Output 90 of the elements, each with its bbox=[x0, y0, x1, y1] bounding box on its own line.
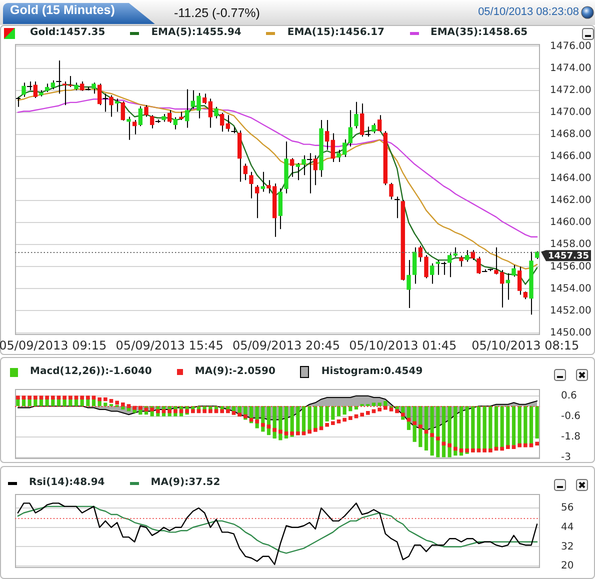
candlestick bbox=[348, 110, 353, 148]
candlestick bbox=[173, 116, 178, 130]
candlestick bbox=[202, 93, 207, 105]
y-tick-label: 1450.00 bbox=[550, 327, 592, 338]
y-tick-label: 1474.00 bbox=[550, 62, 592, 74]
y-tick-label: 1468.00 bbox=[550, 128, 592, 140]
candlestick bbox=[354, 101, 358, 129]
candlestick bbox=[167, 110, 172, 124]
candlestick bbox=[406, 260, 411, 308]
candlestick bbox=[226, 114, 230, 132]
candlestick bbox=[254, 184, 260, 219]
legend-label: Rsi(14):48.94 bbox=[29, 477, 105, 489]
y-tick-label: 0.6 bbox=[561, 390, 577, 402]
text: 05/10/2013 08:23:08 bbox=[478, 6, 579, 19]
y-tick-label: -0.6 bbox=[561, 410, 581, 422]
candlestick bbox=[92, 82, 96, 94]
y-tick-label: 32 bbox=[561, 541, 574, 552]
y-tick-label: 1456.00 bbox=[550, 261, 592, 272]
candlestick bbox=[440, 261, 447, 276]
y-tick-label: 1466.00 bbox=[550, 151, 592, 162]
candlestick bbox=[249, 171, 254, 199]
candlestick bbox=[62, 80, 67, 106]
candlestick bbox=[324, 120, 330, 150]
y-tick-label: -3 bbox=[561, 452, 571, 463]
candlestick bbox=[260, 171, 266, 192]
y-tick-label: 1460.00 bbox=[550, 217, 592, 228]
y-tick-label: 1472.00 bbox=[550, 84, 592, 96]
chart-subtitle: -11.25 (-0.77%) bbox=[174, 5, 260, 21]
chart-title: Gold (15 Minutes) bbox=[3, 3, 155, 24]
candlestick bbox=[144, 104, 148, 118]
bar bbox=[442, 406, 446, 458]
x-tick-label: 05/09/2013 15:45 bbox=[116, 338, 224, 352]
x-tick-label: 05/09/2013 20:45 bbox=[232, 338, 340, 352]
y-tick-label: 1470.00 bbox=[550, 106, 592, 118]
legend-label: EMA(15):1456.17 bbox=[287, 27, 385, 39]
bar bbox=[325, 406, 329, 422]
legend-label: MA(9):37.52 bbox=[150, 477, 220, 489]
candlestick bbox=[132, 120, 137, 135]
y-tick-label: 56 bbox=[561, 502, 574, 514]
candlestick bbox=[372, 122, 376, 134]
candlestick bbox=[447, 252, 452, 278]
candlestick bbox=[126, 116, 131, 140]
bar bbox=[454, 406, 458, 456]
y-tick-label: 1462.00 bbox=[550, 195, 592, 206]
ref-line-label: 1457.35 bbox=[548, 251, 589, 262]
candlestick bbox=[512, 264, 516, 278]
y-tick-label: 1464.00 bbox=[550, 173, 592, 184]
bar bbox=[506, 406, 510, 448]
candlestick bbox=[412, 246, 417, 284]
legend-label: EMA(5):1455.94 bbox=[151, 27, 242, 39]
candlestick bbox=[377, 114, 382, 132]
y-tick-label: 1458.00 bbox=[550, 239, 592, 250]
candlestick bbox=[208, 98, 213, 128]
bar bbox=[342, 406, 346, 415]
candlestick bbox=[56, 60, 62, 94]
candlestick bbox=[517, 266, 522, 296]
candlestick bbox=[214, 106, 218, 119]
y-tick-label: 44 bbox=[561, 522, 574, 533]
bar bbox=[336, 406, 341, 416]
bar bbox=[436, 406, 440, 458]
x-tick-label: 05/10/2013 01:45 bbox=[349, 338, 457, 352]
bar bbox=[372, 402, 376, 406]
y-tick-label: 20 bbox=[561, 560, 574, 572]
candlestick bbox=[389, 182, 394, 200]
y-tick-label: 1454.00 bbox=[550, 283, 592, 294]
candlestick bbox=[230, 126, 237, 134]
legend-label: MA(9):-2.0590 bbox=[194, 366, 276, 378]
candlestick bbox=[330, 132, 336, 162]
y-tick-label: 1476.00 bbox=[550, 40, 592, 52]
legend-label: Histogram:0.4549 bbox=[321, 366, 423, 378]
legend-label: Gold:1457.35 bbox=[30, 27, 106, 39]
candlestick bbox=[464, 250, 470, 262]
x-tick-label: 05/10/2013 08:15 bbox=[472, 338, 580, 352]
candlestick bbox=[290, 158, 294, 178]
legend-label: EMA(35):1458.65 bbox=[430, 27, 528, 39]
bar bbox=[535, 406, 539, 439]
y-tick-label: -1.8 bbox=[561, 431, 581, 442]
bar bbox=[448, 406, 452, 458]
bar bbox=[430, 406, 434, 456]
legend-label: Macd(12,26)):-1.6040 bbox=[30, 366, 152, 378]
candlestick bbox=[120, 100, 126, 122]
bar bbox=[424, 406, 428, 450]
candlestick bbox=[138, 106, 143, 127]
y-tick-label: 1452.00 bbox=[550, 305, 592, 316]
candlestick bbox=[184, 88, 190, 128]
candlestick bbox=[430, 262, 434, 284]
candlestick bbox=[243, 163, 248, 181]
x-tick-label: 05/09/2013 09:15 bbox=[0, 338, 107, 352]
candlestick bbox=[459, 255, 464, 268]
candlestick bbox=[220, 112, 224, 132]
